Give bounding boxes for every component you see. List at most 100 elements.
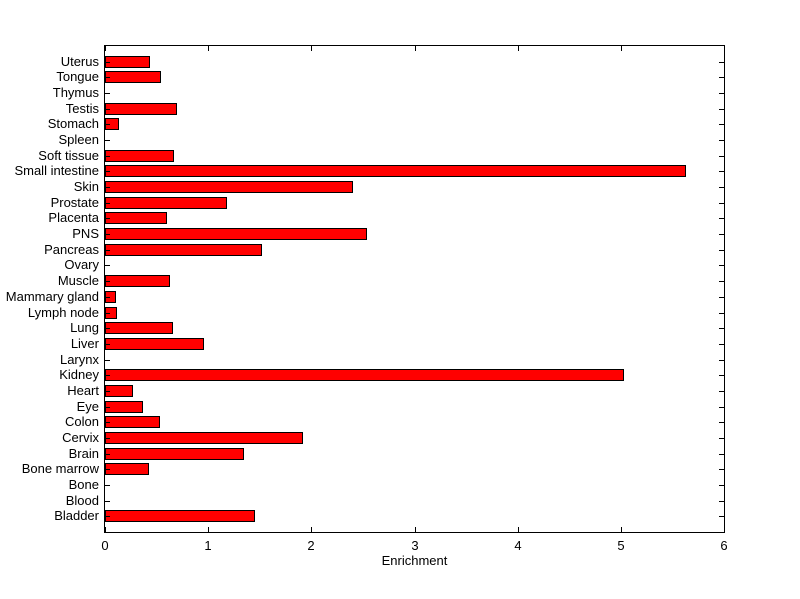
bar-heart <box>105 384 133 397</box>
y-tick-left-stomach <box>105 124 110 125</box>
bar-bladder <box>105 510 255 523</box>
bar-tongue <box>105 71 161 84</box>
ytick-label-blood: Blood <box>65 493 99 508</box>
y-tick-left-lung <box>105 328 110 329</box>
x-tick-bottom-0 <box>105 527 106 532</box>
x-tick-bottom-6 <box>724 527 725 532</box>
bar-testis <box>105 102 177 115</box>
bar-bone-marrow <box>105 463 149 476</box>
y-tick-right-pancreas <box>719 250 724 251</box>
y-tick-right-bladder <box>719 516 724 517</box>
y-tick-left-bone <box>105 485 110 486</box>
y-tick-left-mammary-gland <box>105 297 110 298</box>
ytick-label-small-intestine: Small intestine <box>14 163 99 178</box>
y-tick-right-placenta <box>719 218 724 219</box>
y-tick-left-soft-tissue <box>105 156 110 157</box>
ytick-label-bladder: Bladder <box>54 508 99 523</box>
ytick-label-muscle: Muscle <box>57 273 99 288</box>
y-tick-right-muscle <box>719 281 724 282</box>
bar-lung <box>105 322 173 335</box>
xtick-label-2: 2 <box>307 538 315 553</box>
y-tick-left-liver <box>105 344 110 345</box>
y-tick-left-bone-marrow <box>105 469 110 470</box>
y-tick-left-pancreas <box>105 250 110 251</box>
ytick-label-testis: Testis <box>65 101 99 116</box>
bar-pns <box>105 228 367 241</box>
bar-skin <box>105 181 353 194</box>
xtick-label-4: 4 <box>514 538 522 553</box>
bar-pancreas <box>105 243 262 256</box>
y-tick-left-spleen <box>105 140 110 141</box>
ytick-label-lung: Lung <box>70 320 99 335</box>
y-tick-right-prostate <box>719 203 724 204</box>
ytick-label-pancreas: Pancreas <box>44 242 99 257</box>
x-tick-top-6 <box>724 46 725 51</box>
y-tick-right-spleen <box>719 140 724 141</box>
x-tick-top-0 <box>105 46 106 51</box>
x-tick-top-4 <box>518 46 519 51</box>
y-tick-left-larynx <box>105 360 110 361</box>
ytick-label-lymph-node: Lymph node <box>27 305 99 320</box>
ytick-label-skin: Skin <box>73 179 99 194</box>
bar-cervix <box>105 431 303 444</box>
x-tick-bottom-3 <box>415 527 416 532</box>
ytick-label-eye: Eye <box>76 399 99 414</box>
y-tick-left-ovary <box>105 265 110 266</box>
y-tick-left-uterus <box>105 62 110 63</box>
y-tick-left-kidney <box>105 375 110 376</box>
ytick-label-soft-tissue: Soft tissue <box>38 148 99 163</box>
ytick-label-stomach: Stomach <box>47 116 99 131</box>
y-tick-right-ovary <box>719 265 724 266</box>
bar-lymph-node <box>105 306 117 319</box>
y-tick-right-larynx <box>719 360 724 361</box>
bar-muscle <box>105 275 170 288</box>
y-tick-right-liver <box>719 344 724 345</box>
ytick-label-mammary-gland: Mammary gland <box>5 289 99 304</box>
ytick-label-kidney: Kidney <box>59 367 99 382</box>
bar-eye <box>105 400 143 413</box>
y-tick-right-colon <box>719 422 724 423</box>
ytick-label-prostate: Prostate <box>50 195 99 210</box>
y-tick-right-pns <box>719 234 724 235</box>
ytick-label-liver: Liver <box>70 336 99 351</box>
ytick-label-bone-marrow: Bone marrow <box>21 461 99 476</box>
y-tick-right-stomach <box>719 124 724 125</box>
x-tick-bottom-2 <box>311 527 312 532</box>
y-tick-right-lymph-node <box>719 313 724 314</box>
ytick-label-tongue: Tongue <box>56 69 99 84</box>
bar-kidney <box>105 369 624 382</box>
x-axis-title: Enrichment <box>381 553 448 568</box>
y-tick-left-placenta <box>105 218 110 219</box>
y-tick-right-mammary-gland <box>719 297 724 298</box>
y-tick-left-colon <box>105 422 110 423</box>
bar-uterus <box>105 55 150 68</box>
ytick-label-heart: Heart <box>67 383 99 398</box>
y-tick-right-blood <box>719 501 724 502</box>
y-tick-left-muscle <box>105 281 110 282</box>
x-tick-top-2 <box>311 46 312 51</box>
y-tick-right-uterus <box>719 62 724 63</box>
ytick-label-ovary: Ovary <box>64 257 99 272</box>
y-tick-left-small-intestine <box>105 171 110 172</box>
y-tick-left-pns <box>105 234 110 235</box>
ytick-label-cervix: Cervix <box>62 430 99 445</box>
y-tick-right-eye <box>719 407 724 408</box>
bar-colon <box>105 416 160 429</box>
y-tick-left-eye <box>105 407 110 408</box>
y-tick-left-thymus <box>105 93 110 94</box>
x-tick-bottom-5 <box>621 527 622 532</box>
bar-placenta <box>105 212 167 225</box>
y-tick-right-testis <box>719 109 724 110</box>
x-tick-bottom-1 <box>208 527 209 532</box>
bar-soft-tissue <box>105 149 174 162</box>
y-tick-right-kidney <box>719 375 724 376</box>
xtick-label-5: 5 <box>617 538 625 553</box>
ytick-label-uterus: Uterus <box>60 54 99 69</box>
y-tick-right-small-intestine <box>719 171 724 172</box>
bar-mammary-gland <box>105 290 116 303</box>
y-tick-right-soft-tissue <box>719 156 724 157</box>
y-tick-left-testis <box>105 109 110 110</box>
x-tick-top-5 <box>621 46 622 51</box>
x-tick-bottom-4 <box>518 527 519 532</box>
x-tick-top-3 <box>415 46 416 51</box>
